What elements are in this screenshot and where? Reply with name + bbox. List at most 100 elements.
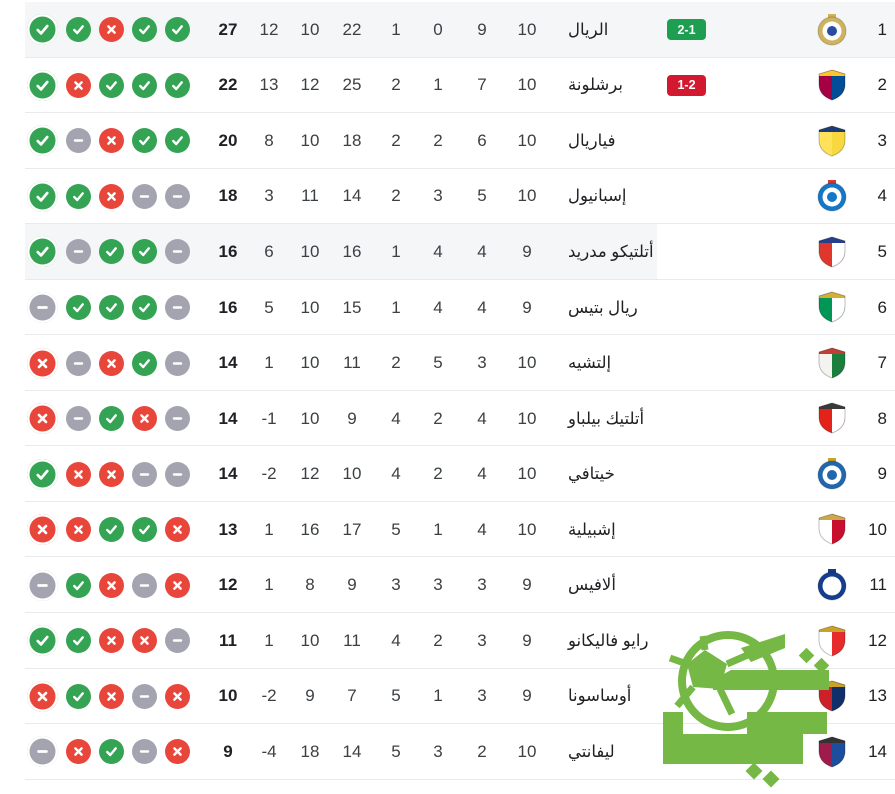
team-crest-icon (818, 69, 846, 101)
table-row[interactable]: 14 1 10 11 2 5 3 10 إلتشيه 7 (25, 335, 895, 391)
form-draw-minus-icon[interactable] (66, 128, 91, 154)
stat-goal-difference: -2 (261, 686, 277, 706)
form-loss-cross-icon[interactable] (99, 183, 124, 209)
form-win-check-icon[interactable] (132, 72, 157, 98)
stat-lost: 1 (391, 297, 401, 317)
rank: 4 (877, 186, 887, 206)
table-row[interactable]: 11 1 10 11 4 2 3 9 رايو فاليكانو 12 (25, 613, 895, 669)
form-draw-minus-icon[interactable] (132, 183, 157, 209)
form-draw-minus-icon[interactable] (27, 569, 58, 601)
form-draw-minus-icon[interactable] (132, 461, 157, 487)
form-loss-cross-icon[interactable] (66, 517, 91, 543)
form-win-check-icon[interactable] (27, 236, 58, 268)
table-row[interactable]: 14 -1 10 9 4 2 4 10 أتلتيك بيلباو 8 (25, 391, 895, 447)
form-win-check-icon[interactable] (66, 628, 91, 654)
team-crest-icon (818, 625, 846, 657)
form-win-check-icon[interactable] (99, 517, 124, 543)
form-win-check-icon[interactable] (66, 572, 91, 598)
form-draw-minus-icon[interactable] (27, 292, 58, 323)
form-loss-cross-icon[interactable] (132, 628, 157, 654)
form-draw-minus-icon[interactable] (132, 739, 157, 765)
table-row[interactable]: 22 13 12 25 2 1 7 10 1-2 برشلونة 2 (25, 58, 895, 114)
form-win-check-icon[interactable] (99, 72, 124, 98)
form-loss-cross-icon[interactable] (99, 350, 124, 376)
form-draw-minus-icon[interactable] (66, 350, 91, 376)
form-draw-minus-icon[interactable] (66, 406, 91, 432)
team-crest-icon (818, 513, 846, 545)
form-loss-cross-icon[interactable] (66, 461, 91, 487)
form-loss-cross-icon[interactable] (27, 514, 58, 546)
form-loss-cross-icon[interactable] (27, 347, 58, 379)
form-win-check-icon[interactable] (132, 295, 157, 320)
form-loss-cross-icon[interactable] (27, 403, 58, 435)
form-loss-cross-icon[interactable] (99, 128, 124, 154)
form-loss-cross-icon[interactable] (99, 572, 124, 598)
form-win-check-icon[interactable] (66, 295, 91, 320)
form-win-check-icon[interactable] (27, 14, 58, 46)
table-row[interactable]: 27 12 10 22 1 0 9 10 2-1 الريال 1 (25, 2, 895, 58)
form-win-check-icon[interactable] (99, 295, 124, 320)
form-loss-cross-icon[interactable] (99, 461, 124, 487)
form-win-check-icon[interactable] (132, 17, 157, 43)
form-win-check-icon[interactable] (165, 128, 190, 154)
form-draw-minus-icon[interactable] (165, 406, 190, 432)
form-win-check-icon[interactable] (66, 17, 91, 43)
form-loss-cross-icon[interactable] (66, 739, 91, 765)
form-win-check-icon[interactable] (99, 739, 124, 765)
form-loss-cross-icon[interactable] (66, 72, 91, 98)
stat-points: 10 (218, 686, 238, 706)
form-win-check-icon[interactable] (132, 517, 157, 543)
form-loss-cross-icon[interactable] (132, 406, 157, 432)
form-win-check-icon[interactable] (27, 180, 58, 212)
form-loss-cross-icon[interactable] (165, 517, 190, 543)
form-draw-minus-icon[interactable] (165, 461, 190, 487)
form-win-check-icon[interactable] (132, 350, 157, 376)
stat-drawn: 5 (433, 353, 443, 373)
form-win-check-icon[interactable] (132, 239, 157, 265)
team-name: برشلونة (568, 76, 623, 95)
table-row[interactable]: 18 3 11 14 2 3 5 10 إسبانيول 4 (25, 169, 895, 225)
form-draw-minus-icon[interactable] (132, 572, 157, 598)
form-draw-minus-icon[interactable] (165, 350, 190, 376)
table-row[interactable]: 12 1 8 9 3 3 3 9 ألافيس 11 (25, 558, 895, 613)
table-row[interactable]: 20 8 10 18 2 2 6 10 فياريال 3 (25, 113, 895, 169)
form-win-check-icon[interactable] (27, 625, 58, 657)
form-draw-minus-icon[interactable] (165, 239, 190, 265)
form-win-check-icon[interactable] (66, 683, 91, 709)
team-crest (817, 291, 847, 323)
form-win-check-icon[interactable] (99, 239, 124, 265)
form-win-check-icon[interactable] (66, 183, 91, 209)
form-draw-minus-icon[interactable] (27, 736, 58, 768)
form-win-check-icon[interactable] (132, 128, 157, 154)
form-draw-minus-icon[interactable] (165, 183, 190, 209)
live-score-badge[interactable]: 1-2 (667, 74, 706, 96)
form-loss-cross-icon[interactable] (99, 17, 124, 43)
table-row[interactable]: 16 6 10 16 1 4 4 9 أتلتيكو مدريد 5 (25, 224, 895, 280)
form-draw-minus-icon[interactable] (132, 683, 157, 709)
table-row[interactable]: 10 -2 9 7 5 1 3 9 أوساسونا 13 (25, 669, 895, 725)
table-row[interactable]: 14 -2 12 10 4 2 4 10 خيتافي 9 (25, 446, 895, 502)
form-draw-minus-icon[interactable] (165, 628, 190, 654)
stat-goals-against: 10 (300, 630, 320, 650)
form-draw-minus-icon[interactable] (66, 239, 91, 265)
form-loss-cross-icon[interactable] (165, 739, 190, 765)
form-win-check-icon[interactable] (27, 125, 58, 157)
form-loss-cross-icon[interactable] (99, 683, 124, 709)
form-loss-cross-icon[interactable] (165, 572, 190, 598)
form-win-check-icon[interactable] (165, 72, 190, 98)
form-win-check-icon[interactable] (99, 406, 124, 432)
team-name: إشبيلية (568, 520, 616, 539)
form-draw-minus-icon[interactable] (165, 295, 190, 320)
table-row[interactable]: 9 -4 18 14 5 3 2 10 ليفانتي 14 (25, 724, 895, 780)
live-score-badge[interactable]: 2-1 (667, 19, 706, 40)
form-win-check-icon[interactable] (27, 458, 58, 490)
table-row[interactable]: 13 1 16 17 5 1 4 10 إشبيلية 10 (25, 502, 895, 558)
form-loss-cross-icon[interactable] (165, 683, 190, 709)
form-loss-cross-icon[interactable] (99, 628, 124, 654)
stat-goals-for: 18 (342, 130, 362, 150)
form-loss-cross-icon[interactable] (27, 680, 58, 712)
form-win-check-icon[interactable] (27, 69, 58, 101)
table-row[interactable]: 16 5 10 15 1 4 4 9 ريال بتيس 6 (25, 280, 895, 336)
stat-goals-against: 10 (300, 19, 320, 39)
form-win-check-icon[interactable] (165, 17, 190, 43)
